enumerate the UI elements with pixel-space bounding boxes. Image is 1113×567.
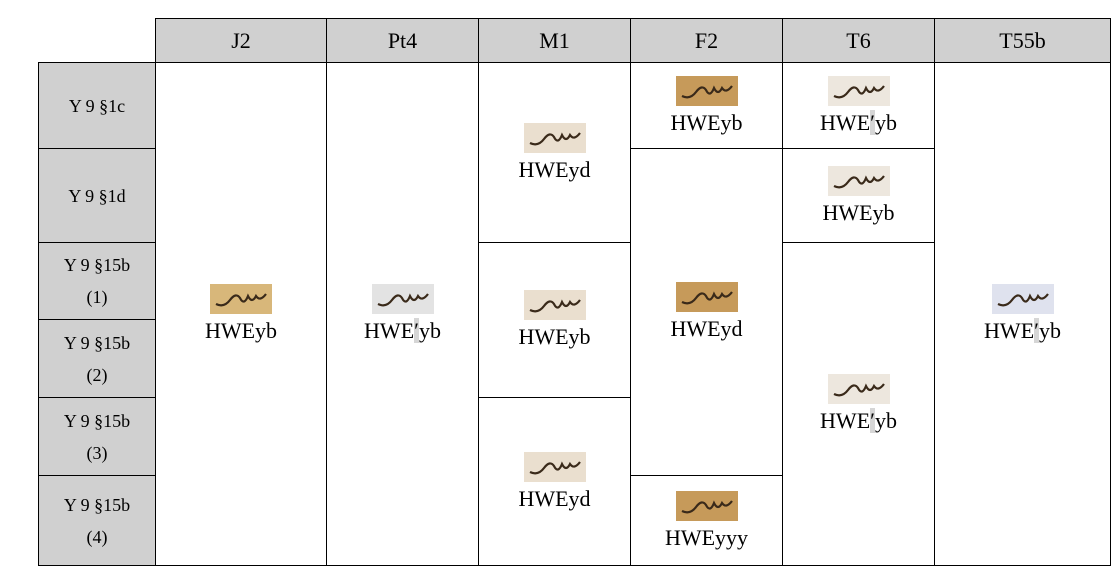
reading-text: HWEyd <box>518 156 591 182</box>
reading-text: HWEyb <box>822 199 895 225</box>
reading-text: HWE′yb <box>820 408 897 433</box>
manuscript-image <box>827 374 890 404</box>
reading-cell: HWE′yb <box>934 62 1111 566</box>
manuscript-image <box>827 75 890 106</box>
row-header-text: Y 9 §15b (2) <box>63 332 131 385</box>
manuscript-image <box>523 451 586 482</box>
column-header-text: T55b <box>999 27 1046 53</box>
reading-text: HWEyd <box>518 485 591 511</box>
row-header-text: Y 9 §15b (1) <box>63 255 131 307</box>
reading-cell: HWEyb <box>630 62 783 149</box>
reading-text: HWEyb <box>518 324 591 349</box>
row-header: Y 9 §15b (2) <box>38 319 156 398</box>
reading-cell: HWEyd <box>478 397 631 566</box>
reading-cell: HWE′yb <box>782 242 935 566</box>
reading-cell: HWEyyy <box>630 475 783 566</box>
reading-text: HWE′yb <box>820 109 897 135</box>
manuscript-image <box>523 122 586 153</box>
column-header-text: M1 <box>539 27 570 53</box>
row-header: Y 9 §1d <box>38 148 156 243</box>
reading-cell: HWE′yb <box>782 62 935 149</box>
manuscript-image <box>827 165 890 196</box>
row-header: Y 9 §15b (1) <box>38 242 156 320</box>
column-header: J2 <box>155 18 327 63</box>
row-header-text: Y 9 §15b (4) <box>63 494 131 547</box>
manuscript-image <box>523 290 586 320</box>
column-header: Pt4 <box>326 18 479 63</box>
reading-text: HWE′yb <box>364 318 441 343</box>
reading-cell: HWEyb <box>478 242 631 398</box>
reading-text: HWEyb <box>670 109 743 135</box>
reading-cell: HWEyd <box>478 62 631 243</box>
row-header: Y 9 §15b (3) <box>38 397 156 476</box>
column-header: T55b <box>934 18 1111 63</box>
column-header-text: J2 <box>231 27 251 53</box>
column-header-text: Pt4 <box>387 27 418 53</box>
reading-text: HWEyd <box>670 316 743 341</box>
highlight: ′ <box>870 109 875 135</box>
row-header: Y 9 §15b (4) <box>38 475 156 566</box>
reading-text: HWEyyy <box>664 524 749 550</box>
manuscript-image <box>991 284 1054 314</box>
manuscript-image <box>675 75 738 106</box>
reading-text: HWEyb <box>204 318 278 343</box>
row-header-text: Y 9 §1c <box>68 95 126 116</box>
highlight: ′ <box>414 318 419 343</box>
column-header: M1 <box>478 18 631 63</box>
manuscript-image <box>675 490 738 521</box>
column-header: F2 <box>630 18 783 63</box>
reading-cell: HWEyb <box>782 148 935 243</box>
highlight: ′ <box>870 408 875 433</box>
row-header-text: Y 9 §1d <box>68 185 126 206</box>
manuscript-image <box>371 284 434 314</box>
reading-cell: HWE′yb <box>326 62 479 566</box>
manuscript-image <box>675 282 738 312</box>
manuscript-image <box>210 284 272 314</box>
row-header: Y 9 §1c <box>38 62 156 149</box>
reading-cell: HWEyb <box>155 62 327 566</box>
column-header: T6 <box>782 18 935 63</box>
reading-text: HWE′yb <box>984 318 1061 343</box>
row-header-text: Y 9 §15b (3) <box>63 410 131 463</box>
column-header-text: T6 <box>846 27 871 53</box>
column-header-text: F2 <box>694 27 719 53</box>
highlight: ′ <box>1034 318 1039 343</box>
reading-cell: HWEyd <box>630 148 783 476</box>
